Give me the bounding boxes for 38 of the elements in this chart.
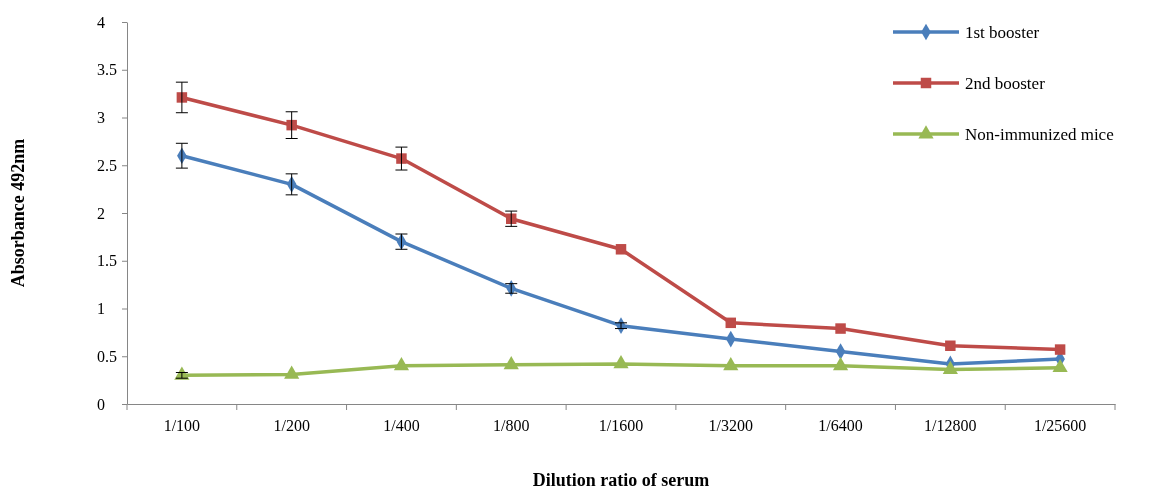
y-axis-title: Absorbance 492nm bbox=[8, 138, 28, 288]
legend-label: 2nd booster bbox=[965, 74, 1046, 93]
x-axis-title: Dilution ratio of serum bbox=[532, 470, 710, 490]
x-tick-label: 1/1600 bbox=[598, 417, 644, 434]
point bbox=[723, 357, 739, 371]
y-tick-label: 0.5 bbox=[97, 347, 117, 365]
point bbox=[1052, 358, 1068, 373]
point bbox=[615, 244, 627, 255]
y-tick-label: 4 bbox=[97, 13, 105, 31]
point bbox=[942, 360, 958, 375]
x-tick-label: 1/25600 bbox=[1033, 417, 1087, 434]
y-tick-label: 1 bbox=[97, 300, 105, 318]
y-tick-label: 2 bbox=[97, 204, 105, 222]
x-tick-label: 1/100 bbox=[163, 417, 201, 434]
point bbox=[503, 356, 519, 370]
point bbox=[945, 340, 956, 351]
x-tick-label: 1/200 bbox=[273, 417, 310, 434]
y-tick-label: 2.5 bbox=[97, 156, 117, 174]
legend-label: 1st booster bbox=[965, 23, 1040, 42]
x-tick-label: 1/12800 bbox=[924, 417, 977, 434]
x-tick-label: 1/400 bbox=[383, 417, 420, 434]
point bbox=[393, 357, 410, 371]
point bbox=[835, 323, 846, 334]
x-tick-label: 1/800 bbox=[493, 417, 530, 434]
legend-label: Non-immunized mice bbox=[965, 125, 1114, 144]
point bbox=[286, 119, 297, 131]
point bbox=[613, 355, 629, 369]
point bbox=[725, 317, 737, 329]
y-tick-label: 3.5 bbox=[97, 61, 117, 79]
point bbox=[396, 153, 407, 164]
y-tick-label: 1.5 bbox=[97, 252, 117, 270]
y-tick-label: 3 bbox=[97, 109, 105, 127]
point bbox=[284, 365, 300, 379]
point bbox=[832, 357, 849, 371]
y-tick-label: 0 bbox=[97, 395, 105, 413]
point bbox=[1054, 344, 1066, 355]
x-tick-label: 1/3200 bbox=[708, 417, 753, 434]
x-tick-label: 1/6400 bbox=[818, 417, 863, 434]
